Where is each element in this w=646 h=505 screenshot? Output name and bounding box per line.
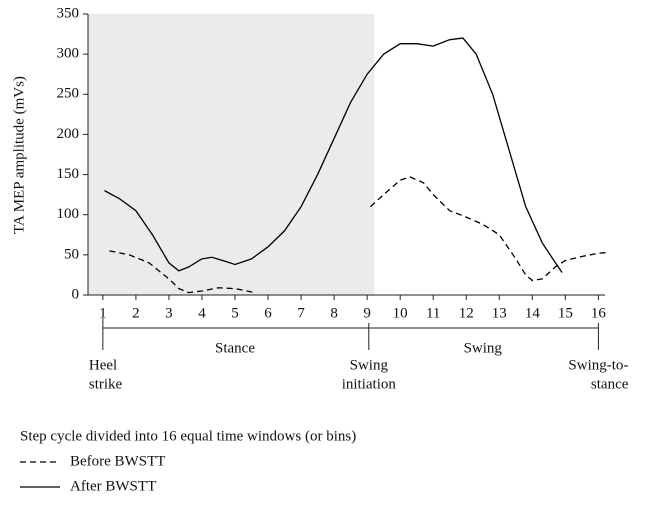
- x-tick-label: 15: [558, 305, 573, 321]
- x-tick-label: 2: [132, 305, 140, 321]
- y-axis-label: TA MEP amplitude (mVs): [11, 76, 27, 234]
- y-tick-label: 350: [57, 5, 80, 21]
- series-line: [109, 250, 255, 294]
- event-label: strike: [89, 376, 123, 392]
- y-tick-label: 250: [57, 86, 80, 102]
- phase-label: Stance: [215, 340, 255, 356]
- x-tick-label: 10: [393, 305, 408, 321]
- series-line: [370, 176, 609, 282]
- x-tick-label: 1: [99, 305, 107, 321]
- x-tick-label: 8: [330, 305, 338, 321]
- x-tick-label: 6: [264, 305, 272, 321]
- event-label: initiation: [342, 376, 397, 392]
- x-tick-label: 3: [165, 305, 173, 321]
- x-tick-label: 11: [426, 305, 440, 321]
- y-tick-label: 100: [57, 206, 80, 222]
- legend-label: Before BWSTT: [70, 453, 165, 469]
- y-tick-label: 0: [72, 286, 80, 302]
- phase-label: Swing: [464, 340, 503, 356]
- event-label: stance: [591, 376, 629, 392]
- x-tick-label: 13: [492, 305, 507, 321]
- y-tick-label: 300: [57, 46, 80, 62]
- y-tick-label: 200: [57, 126, 80, 142]
- shaded-region: [88, 14, 375, 295]
- x-tick-label: 14: [525, 305, 541, 321]
- x-tick-label: 16: [591, 305, 607, 321]
- series-line: [104, 37, 563, 273]
- x-axis-label: Step cycle divided into 16 equal time wi…: [20, 428, 356, 444]
- x-tick-label: 12: [459, 305, 474, 321]
- event-label: Heel: [89, 357, 117, 373]
- legend-label: After BWSTT: [70, 478, 156, 494]
- y-tick-label: 150: [57, 166, 80, 182]
- x-tick-label: 5: [231, 305, 239, 321]
- event-label: Swing: [350, 357, 389, 373]
- x-tick-label: 7: [297, 305, 305, 321]
- y-tick-label: 50: [64, 246, 79, 262]
- x-tick-label: 4: [198, 305, 206, 321]
- x-tick-label: 9: [363, 305, 371, 321]
- event-label: Swing-to-: [568, 357, 628, 373]
